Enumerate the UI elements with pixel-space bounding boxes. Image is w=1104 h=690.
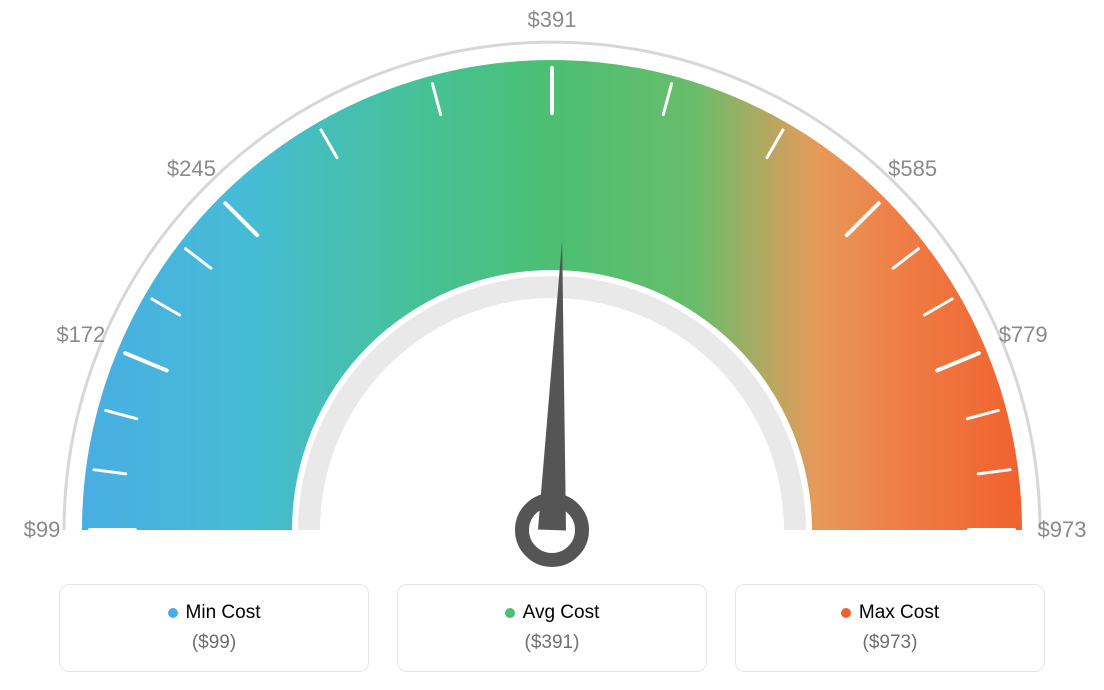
gauge-tick-label: $391 <box>528 7 577 33</box>
legend-card-avg: Avg Cost ($391) <box>397 584 707 672</box>
gauge-tick-label: $973 <box>1038 517 1087 543</box>
legend-min-top: Min Cost <box>168 602 261 624</box>
gauge-svg <box>0 10 1104 570</box>
dot-avg-icon <box>505 608 515 618</box>
legend-max-value: ($973) <box>863 632 918 654</box>
gauge-tick-label: $245 <box>167 156 216 182</box>
legend-avg-top: Avg Cost <box>505 602 600 624</box>
cost-gauge: $99 $172 $245 $391 $585 $779 $973 <box>0 10 1104 570</box>
dot-max-icon <box>841 608 851 618</box>
gauge-tick-label: $779 <box>999 322 1048 348</box>
gauge-tick-label: $99 <box>24 517 61 543</box>
legend-min-value: ($99) <box>192 632 236 654</box>
dot-min-icon <box>168 608 178 618</box>
legend-max-label: Max Cost <box>859 602 939 624</box>
gauge-tick-label: $172 <box>56 322 105 348</box>
gauge-tick-label: $585 <box>888 156 937 182</box>
legend-avg-label: Avg Cost <box>523 602 600 624</box>
legend-card-max: Max Cost ($973) <box>735 584 1045 672</box>
legend-avg-value: ($391) <box>525 632 580 654</box>
legend-max-top: Max Cost <box>841 602 939 624</box>
legend-row: Min Cost ($99) Avg Cost ($391) Max Cost … <box>0 584 1104 672</box>
legend-min-label: Min Cost <box>186 602 261 624</box>
legend-card-min: Min Cost ($99) <box>59 584 369 672</box>
